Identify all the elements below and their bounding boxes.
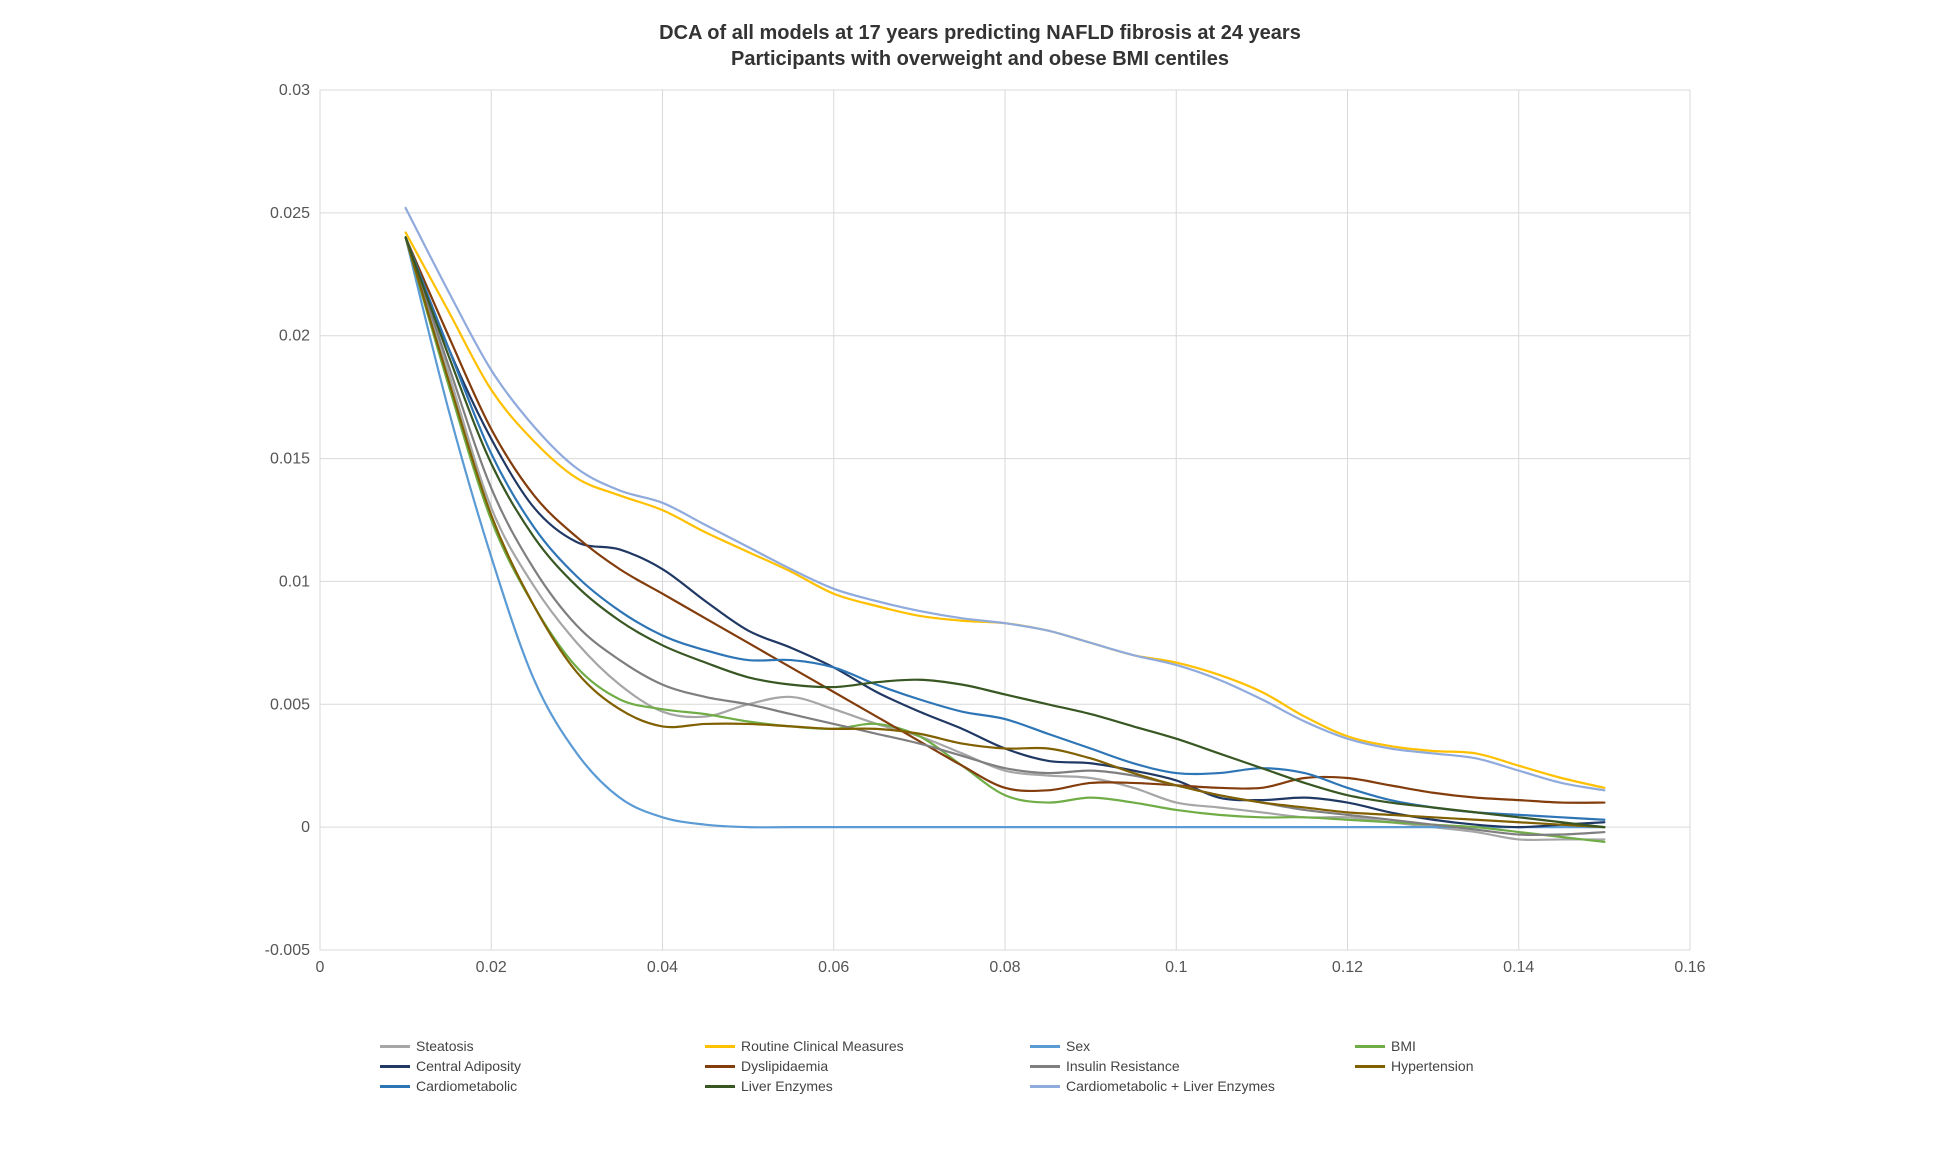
- legend-swatch: [705, 1085, 735, 1088]
- legend-swatch: [380, 1065, 410, 1068]
- legend-item: Routine Clinical Measures: [705, 1038, 1000, 1054]
- legend-label: Insulin Resistance: [1066, 1058, 1180, 1074]
- legend-item: Cardiometabolic + Liver Enzymes: [1030, 1078, 1325, 1094]
- svg-text:0.015: 0.015: [270, 451, 310, 468]
- chart-container: DCA of all models at 17 years predicting…: [250, 20, 1710, 1094]
- svg-text:0.04: 0.04: [647, 959, 678, 976]
- legend-item: Hypertension: [1355, 1058, 1650, 1074]
- legend-item: Cardiometabolic: [380, 1078, 675, 1094]
- svg-text:0.12: 0.12: [1332, 959, 1363, 976]
- legend-label: Dyslipidaemia: [741, 1058, 828, 1074]
- svg-text:0.1: 0.1: [1165, 959, 1187, 976]
- svg-text:0.01: 0.01: [279, 573, 310, 590]
- svg-text:0.02: 0.02: [279, 328, 310, 345]
- legend-swatch: [380, 1085, 410, 1088]
- legend-label: Central Adiposity: [416, 1058, 521, 1074]
- legend-label: Hypertension: [1391, 1058, 1474, 1074]
- line-chart-svg: -0.005 0 0.005 0.01 0.015 0.02 0.025 0.03 0 0.02 0…: [250, 80, 1710, 1020]
- svg-text:0.06: 0.06: [818, 959, 849, 976]
- legend-item: BMI: [1355, 1038, 1650, 1054]
- svg-text:0: 0: [301, 819, 310, 836]
- legend-swatch: [705, 1045, 735, 1048]
- legend-label: Steatosis: [416, 1038, 474, 1054]
- legend-label: Liver Enzymes: [741, 1078, 833, 1094]
- legend-label: Cardiometabolic: [416, 1078, 517, 1094]
- legend-swatch: [705, 1065, 735, 1068]
- svg-text:0.025: 0.025: [270, 205, 310, 222]
- legend: Steatosis Routine Clinical Measures Sex BMI…: [250, 1038, 1710, 1094]
- legend-item: Liver Enzymes: [705, 1078, 1000, 1094]
- legend-swatch: [1030, 1045, 1060, 1048]
- legend-item: Insulin Resistance: [1030, 1058, 1325, 1074]
- legend-label: Sex: [1066, 1038, 1090, 1054]
- legend-swatch: [1355, 1065, 1385, 1068]
- legend-swatch: [1030, 1065, 1060, 1068]
- title-line-1: DCA of all models at 17 years predicting…: [659, 22, 1301, 44]
- legend-item: Steatosis: [380, 1038, 675, 1054]
- svg-text:0.08: 0.08: [989, 959, 1020, 976]
- svg-text:0.16: 0.16: [1674, 959, 1705, 976]
- svg-text:0.14: 0.14: [1503, 959, 1534, 976]
- legend-swatch: [380, 1045, 410, 1048]
- svg-text:0: 0: [316, 959, 325, 976]
- svg-text:0.005: 0.005: [270, 696, 310, 713]
- svg-text:-0.005: -0.005: [265, 942, 310, 959]
- legend-item: Central Adiposity: [380, 1058, 675, 1074]
- svg-text:0.03: 0.03: [279, 82, 310, 99]
- legend-label: Routine Clinical Measures: [741, 1038, 904, 1054]
- legend-swatch: [1355, 1045, 1385, 1048]
- chart-title: DCA of all models at 17 years predicting…: [250, 20, 1710, 72]
- svg-text:0.02: 0.02: [476, 959, 507, 976]
- legend-swatch: [1030, 1085, 1060, 1088]
- legend-item: Sex: [1030, 1038, 1325, 1054]
- plot-area: -0.005 0 0.005 0.01 0.015 0.02 0.025 0.03 0 0.02 0…: [250, 80, 1710, 1020]
- title-line-2: Participants with overweight and obese B…: [731, 48, 1229, 70]
- legend-item: Dyslipidaemia: [705, 1058, 1000, 1074]
- legend-label: BMI: [1391, 1038, 1416, 1054]
- legend-label: Cardiometabolic + Liver Enzymes: [1066, 1078, 1275, 1094]
